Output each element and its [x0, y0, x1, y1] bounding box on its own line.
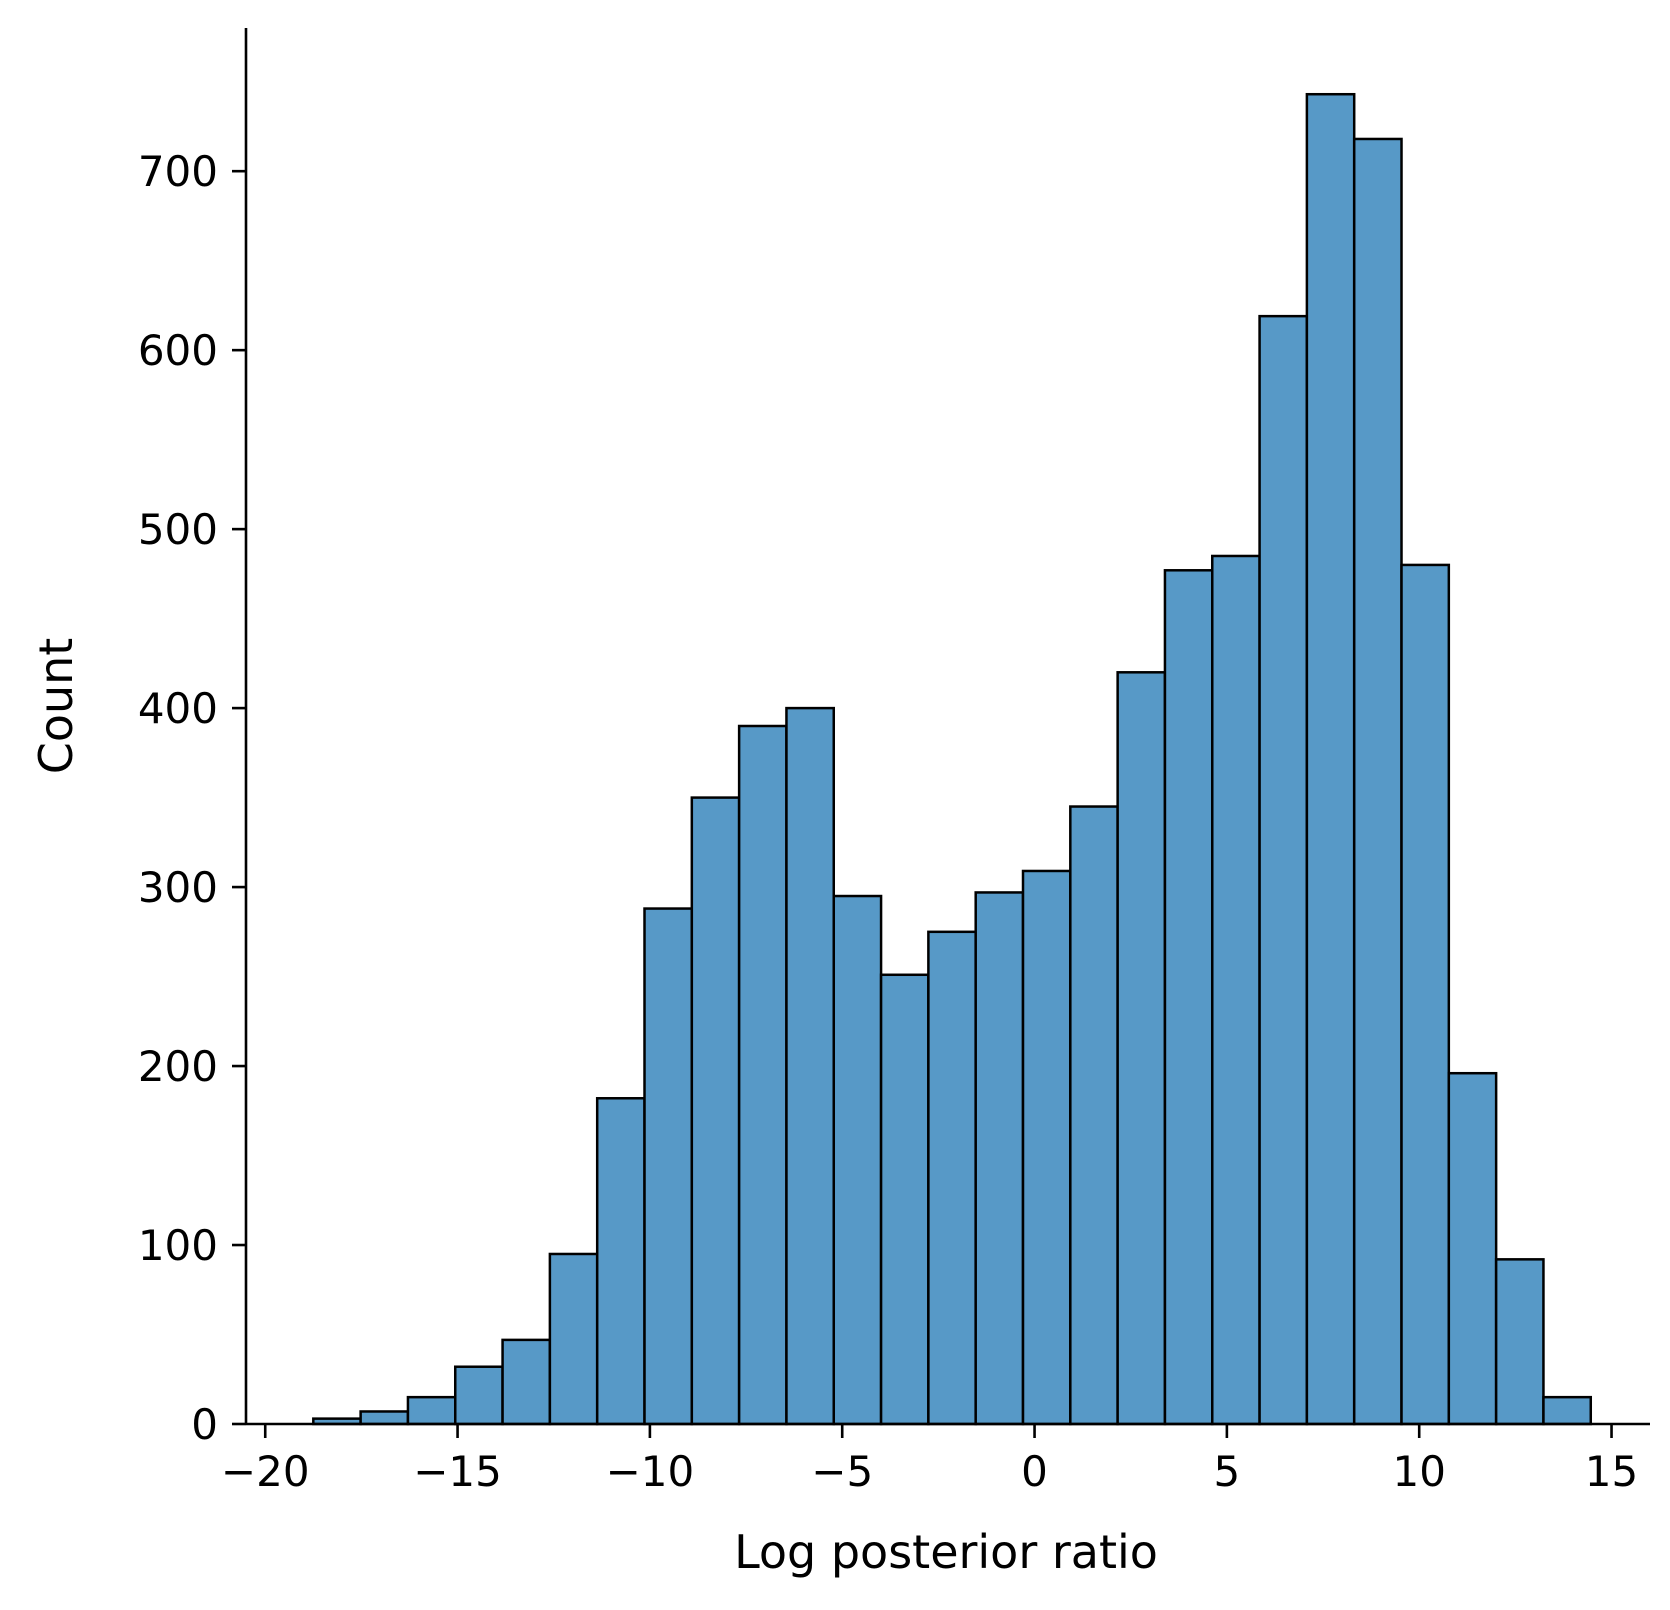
- histogram-bar-19: [1211, 554, 1261, 1426]
- histogram-bar-6: [595, 1097, 646, 1426]
- y-axis-title: Count: [29, 638, 83, 775]
- histogram-bar-10: [785, 706, 836, 1426]
- x-tick-label-1: −15: [413, 1447, 502, 1496]
- histogram-bar-5: [548, 1252, 599, 1426]
- histogram-bar-13: [927, 930, 977, 1426]
- histogram-bar-22: [1352, 137, 1403, 1426]
- y-tick-label-0: 0: [191, 1400, 218, 1449]
- histogram-bar-8: [690, 796, 741, 1426]
- histogram-bar-16: [1069, 805, 1119, 1426]
- histogram-bar-23: [1400, 563, 1451, 1426]
- y-tick-label-7: 700: [138, 147, 218, 196]
- histogram-bar-2: [406, 1395, 457, 1426]
- ticks-layer: −20 −15 −10 −5 0 5 10 15 0 100 200 300 400 500 600 700: [138, 147, 1638, 1496]
- y-tick-label-4: 400: [138, 684, 218, 733]
- y-tick-label-1: 100: [138, 1221, 218, 1270]
- histogram-bar-7: [643, 907, 694, 1426]
- histogram-bar-3: [454, 1365, 504, 1426]
- x-tick-label-7: 15: [1585, 1447, 1638, 1496]
- histogram-bar-11: [832, 894, 883, 1426]
- histogram-bar-18: [1163, 569, 1214, 1426]
- x-tick-label-0: −20: [221, 1447, 310, 1496]
- histogram-bar-25: [1494, 1258, 1545, 1426]
- histogram-bar-21: [1305, 92, 1356, 1426]
- x-tick-label-2: −10: [606, 1447, 695, 1496]
- x-tick-label-4: 0: [1021, 1447, 1048, 1496]
- histogram-bar-14: [974, 891, 1025, 1426]
- y-tick-label-6: 600: [138, 326, 218, 375]
- histogram-bar-4: [501, 1338, 552, 1426]
- y-tick-label-5: 500: [138, 505, 218, 554]
- histogram-bar-1: [359, 1410, 410, 1426]
- x-tick-label-5: 5: [1214, 1447, 1241, 1496]
- axes-layer: [244, 28, 1650, 1426]
- bars-layer: [312, 92, 1593, 1426]
- histogram-bar-9: [737, 724, 788, 1426]
- x-axis-title: Log posterior ratio: [734, 1525, 1158, 1579]
- x-tick-label-3: −5: [811, 1447, 873, 1496]
- x-tick-label-6: 10: [1392, 1447, 1445, 1496]
- y-tick-label-3: 300: [138, 863, 218, 912]
- histogram-bar-24: [1447, 1071, 1498, 1426]
- histogram-bar-26: [1542, 1395, 1593, 1426]
- histogram-bar-20: [1258, 314, 1309, 1426]
- histogram-bar-15: [1021, 869, 1072, 1426]
- y-tick-label-2: 200: [138, 1042, 218, 1091]
- histogram-bar-17: [1116, 671, 1167, 1426]
- histogram-bar-12: [879, 973, 930, 1426]
